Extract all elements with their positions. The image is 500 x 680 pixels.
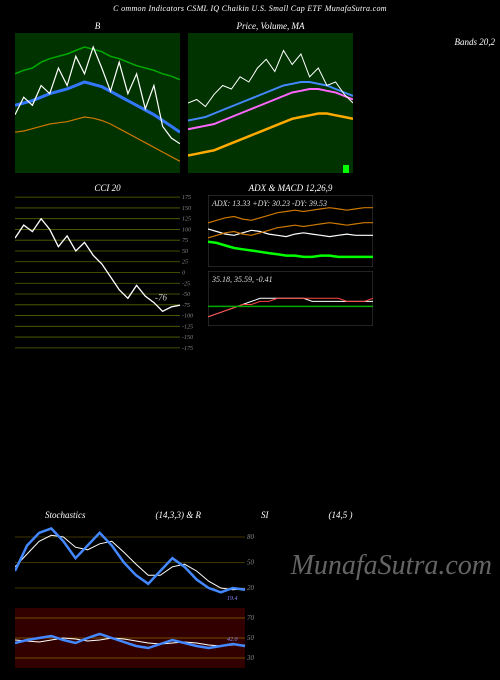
svg-text:19.4: 19.4 — [227, 595, 238, 602]
svg-text:50: 50 — [182, 249, 188, 255]
svg-text:35.18, 35.59, -0.41: 35.18, 35.59, -0.41 — [211, 275, 273, 284]
svg-text:-76: -76 — [155, 292, 167, 302]
bollinger-panel: B — [15, 19, 180, 173]
adx-chart: ADX: 13.33 +DY: 30.23 -DY: 39.53 — [208, 195, 373, 267]
svg-text:30: 30 — [246, 654, 255, 662]
svg-text:20: 20 — [247, 584, 255, 592]
svg-text:50: 50 — [247, 634, 255, 642]
page-header: C ommon Indicators CSML IQ Chaikin U.S. … — [0, 0, 500, 17]
stoch-panel: Stochastics (14,3,3) & R SI (14,5 ) 80 50… — [15, 510, 495, 668]
svg-text:70: 70 — [247, 614, 255, 622]
svg-text:80: 80 — [247, 533, 255, 541]
ma-title: Price, Volume, MA — [188, 19, 353, 33]
svg-text:175: 175 — [182, 195, 191, 201]
bands-label: Bands 20,2 — [455, 37, 496, 47]
bollinger-chart — [15, 33, 180, 173]
cci-panel: CCI 20 175 150 125 100 75 50 25 0 -25 -50 -75 -100 -… — [15, 181, 200, 350]
stoch-title-right: (14,5 ) — [329, 510, 353, 520]
stoch-title-left: Stochastics — [45, 510, 86, 520]
svg-text:150: 150 — [182, 206, 191, 212]
svg-text:125: 125 — [182, 217, 191, 223]
stoch-chart: 80 50 20 19.4 — [15, 520, 263, 605]
svg-text:75: 75 — [182, 238, 188, 244]
macd-chart: 35.18, 35.59, -0.41 — [208, 271, 373, 326]
svg-text:42.0: 42.0 — [227, 636, 238, 643]
ma-panel: Price, Volume, MA — [188, 19, 353, 173]
bollinger-title: B — [15, 19, 180, 33]
cci-title: CCI 20 — [15, 181, 200, 195]
rsi-chart: 70 50 30 42.0 — [15, 608, 263, 668]
svg-text:-100: -100 — [182, 314, 193, 320]
svg-text:-175: -175 — [182, 346, 193, 350]
stoch-title-mid: (14,3,3) & R — [156, 510, 202, 520]
svg-text:-75: -75 — [182, 303, 190, 309]
svg-text:50: 50 — [247, 559, 255, 567]
svg-text:0: 0 — [182, 271, 185, 277]
svg-text:100: 100 — [182, 227, 191, 233]
svg-text:-150: -150 — [182, 335, 193, 341]
svg-text:-50: -50 — [182, 292, 190, 298]
adx-title: ADX & MACD 12,26,9 — [208, 181, 373, 195]
stoch-title-si: SI — [261, 510, 269, 520]
cci-chart: 175 150 125 100 75 50 25 0 -25 -50 -75 -100 -125 -150… — [15, 195, 200, 350]
svg-text:25: 25 — [182, 260, 188, 266]
svg-text:-25: -25 — [182, 281, 190, 287]
svg-text:-125: -125 — [182, 324, 193, 330]
svg-text:ADX: 13.33 +DY: 30.23 -DY: 39.: ADX: 13.33 +DY: 30.23 -DY: 39.53 — [211, 199, 327, 208]
ma-chart — [188, 33, 353, 173]
adx-macd-panel: ADX & MACD 12,26,9 ADX: 13.33 +DY: 30.23… — [208, 181, 373, 350]
